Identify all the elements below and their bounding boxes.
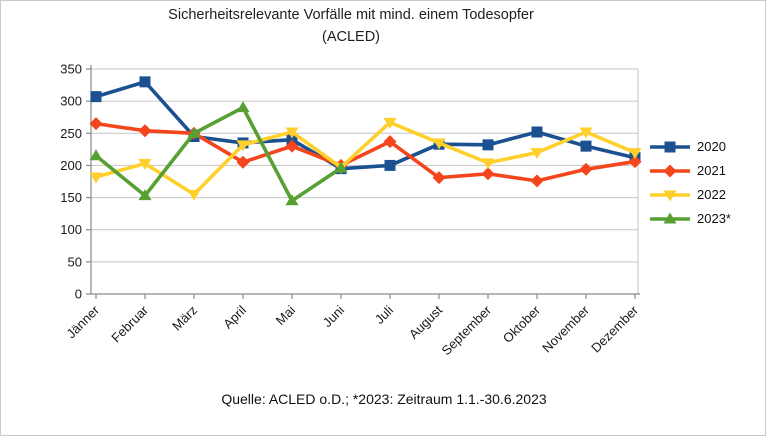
legend-label: 2020 xyxy=(697,139,726,154)
point-2021-Oktober xyxy=(530,174,544,188)
svg-text:Juli: Juli xyxy=(372,302,396,326)
point-2021-Februar xyxy=(138,124,152,138)
point-2020-November xyxy=(580,140,592,152)
x-tick-label-Juni: Juni xyxy=(320,302,348,330)
series-2022 xyxy=(89,117,642,201)
x-tick-label-Dezember: Dezember xyxy=(588,302,641,355)
point-2022-September xyxy=(481,158,495,170)
point-2022-Dezember xyxy=(628,148,642,160)
svg-text:Oktober: Oktober xyxy=(500,302,544,346)
y-tick-label-200: 200 xyxy=(60,158,82,173)
legend: 2020 2021 2022 2023* xyxy=(649,139,731,226)
point-2021-Jänner xyxy=(89,117,103,131)
legend-label: 2022 xyxy=(697,187,726,202)
point-2023*-März xyxy=(187,126,201,138)
point-2023*-Jänner xyxy=(89,149,103,161)
svg-text:Juni: Juni xyxy=(320,302,348,330)
point-2020-Juli xyxy=(384,159,396,171)
point-2022-August xyxy=(432,138,446,150)
point-2021-November xyxy=(579,162,593,176)
svg-text:Mai: Mai xyxy=(273,302,298,327)
point-2021-Juli xyxy=(383,135,397,149)
point-2022-Jänner xyxy=(89,172,103,184)
point-2022-Februar xyxy=(138,159,152,170)
series-2023* xyxy=(89,101,348,206)
point-2022-Juli xyxy=(383,117,397,129)
legend-marker-square-icon xyxy=(650,141,690,152)
y-tick-label-350: 350 xyxy=(60,62,82,77)
x-axis-ticks: Jänner Februar März April Mai Juni Juli AugustS… xyxy=(63,294,642,358)
point-2023*-Juni xyxy=(334,161,348,173)
svg-text:September: September xyxy=(439,302,495,358)
y-tick-label-0: 0 xyxy=(75,287,82,302)
y-tick-label-300: 300 xyxy=(60,94,82,109)
x-tick-label-August: August xyxy=(406,302,445,341)
point-2022-November xyxy=(579,127,593,139)
y-tick-label-100: 100 xyxy=(60,222,82,237)
svg-text:Jänner: Jänner xyxy=(63,302,102,341)
point-2021-Mai xyxy=(285,139,299,153)
svg-text:April: April xyxy=(220,302,249,331)
y-tick-label-150: 150 xyxy=(60,190,82,205)
x-tick-label-März: März xyxy=(169,303,200,334)
source-caption: Quelle: ACLED o.D.; *2023: Zeitraum 1.1.… xyxy=(221,391,547,407)
point-2020-Oktober xyxy=(531,126,543,138)
point-2021-August xyxy=(432,171,446,185)
legend-item-2021: 2021 xyxy=(649,163,731,178)
x-tick-label-Juli: Juli xyxy=(372,302,396,326)
legend-item-2022: 2022 xyxy=(649,187,731,202)
series-line-2021 xyxy=(95,121,636,183)
svg-text:Februar: Februar xyxy=(108,302,151,345)
y-axis-ticks: 0 50 100 150 200 250 300 350 xyxy=(60,62,91,302)
series-2021 xyxy=(89,117,642,188)
legend-marker-triangle-up-icon xyxy=(650,212,690,223)
legend-label: 2023* xyxy=(697,211,731,226)
x-tick-label-Oktober: Oktober xyxy=(500,302,544,346)
legend-item-2020: 2020 xyxy=(649,139,731,154)
point-2023*-April xyxy=(236,101,250,113)
point-2021-September xyxy=(481,167,495,181)
x-tick-label-Jänner: Jänner xyxy=(63,302,102,341)
gridlines xyxy=(91,68,639,294)
x-tick-label-Mai: Mai xyxy=(273,302,298,327)
point-2023*-Februar xyxy=(138,189,152,201)
svg-text:August: August xyxy=(406,302,445,341)
svg-text:März: März xyxy=(169,303,200,334)
chart-title: Sicherheitsrelevante Vorfälle mit mind. … xyxy=(1,5,701,49)
legend-marker-diamond-icon xyxy=(650,164,690,177)
y-tick-label-50: 50 xyxy=(68,254,82,269)
x-tick-label-Februar: Februar xyxy=(108,302,151,345)
svg-text:November: November xyxy=(539,302,592,355)
point-2023*-Mai xyxy=(285,194,299,206)
svg-text:Dezember: Dezember xyxy=(588,302,641,355)
point-2022-März xyxy=(187,189,201,201)
point-2020-Februar xyxy=(139,76,151,88)
legend-marker-triangle-down-icon xyxy=(650,190,690,201)
y-tick-label-250: 250 xyxy=(60,126,82,141)
x-tick-label-April: April xyxy=(220,302,249,331)
series-line-2020 xyxy=(95,80,636,171)
point-2022-Oktober xyxy=(530,148,544,160)
legend-label: 2021 xyxy=(697,163,726,178)
x-tick-label-September: September xyxy=(439,302,495,358)
chart-title-line2: (ACLED) xyxy=(321,28,380,45)
chart-title-line1: Sicherheitsrelevante Vorfälle mit mind. … xyxy=(168,7,534,23)
x-tick-label-November: November xyxy=(539,302,592,355)
series-line-2023* xyxy=(94,105,343,203)
point-2022-Mai xyxy=(285,127,299,139)
series-line-2022 xyxy=(95,120,636,197)
legend-item-2023: 2023* xyxy=(649,211,731,226)
point-2020-September xyxy=(482,139,494,151)
point-2021-April xyxy=(236,155,250,169)
point-2022-April xyxy=(236,140,250,152)
point-2020-Jänner xyxy=(90,91,102,103)
point-2021-Dezember xyxy=(628,155,642,169)
